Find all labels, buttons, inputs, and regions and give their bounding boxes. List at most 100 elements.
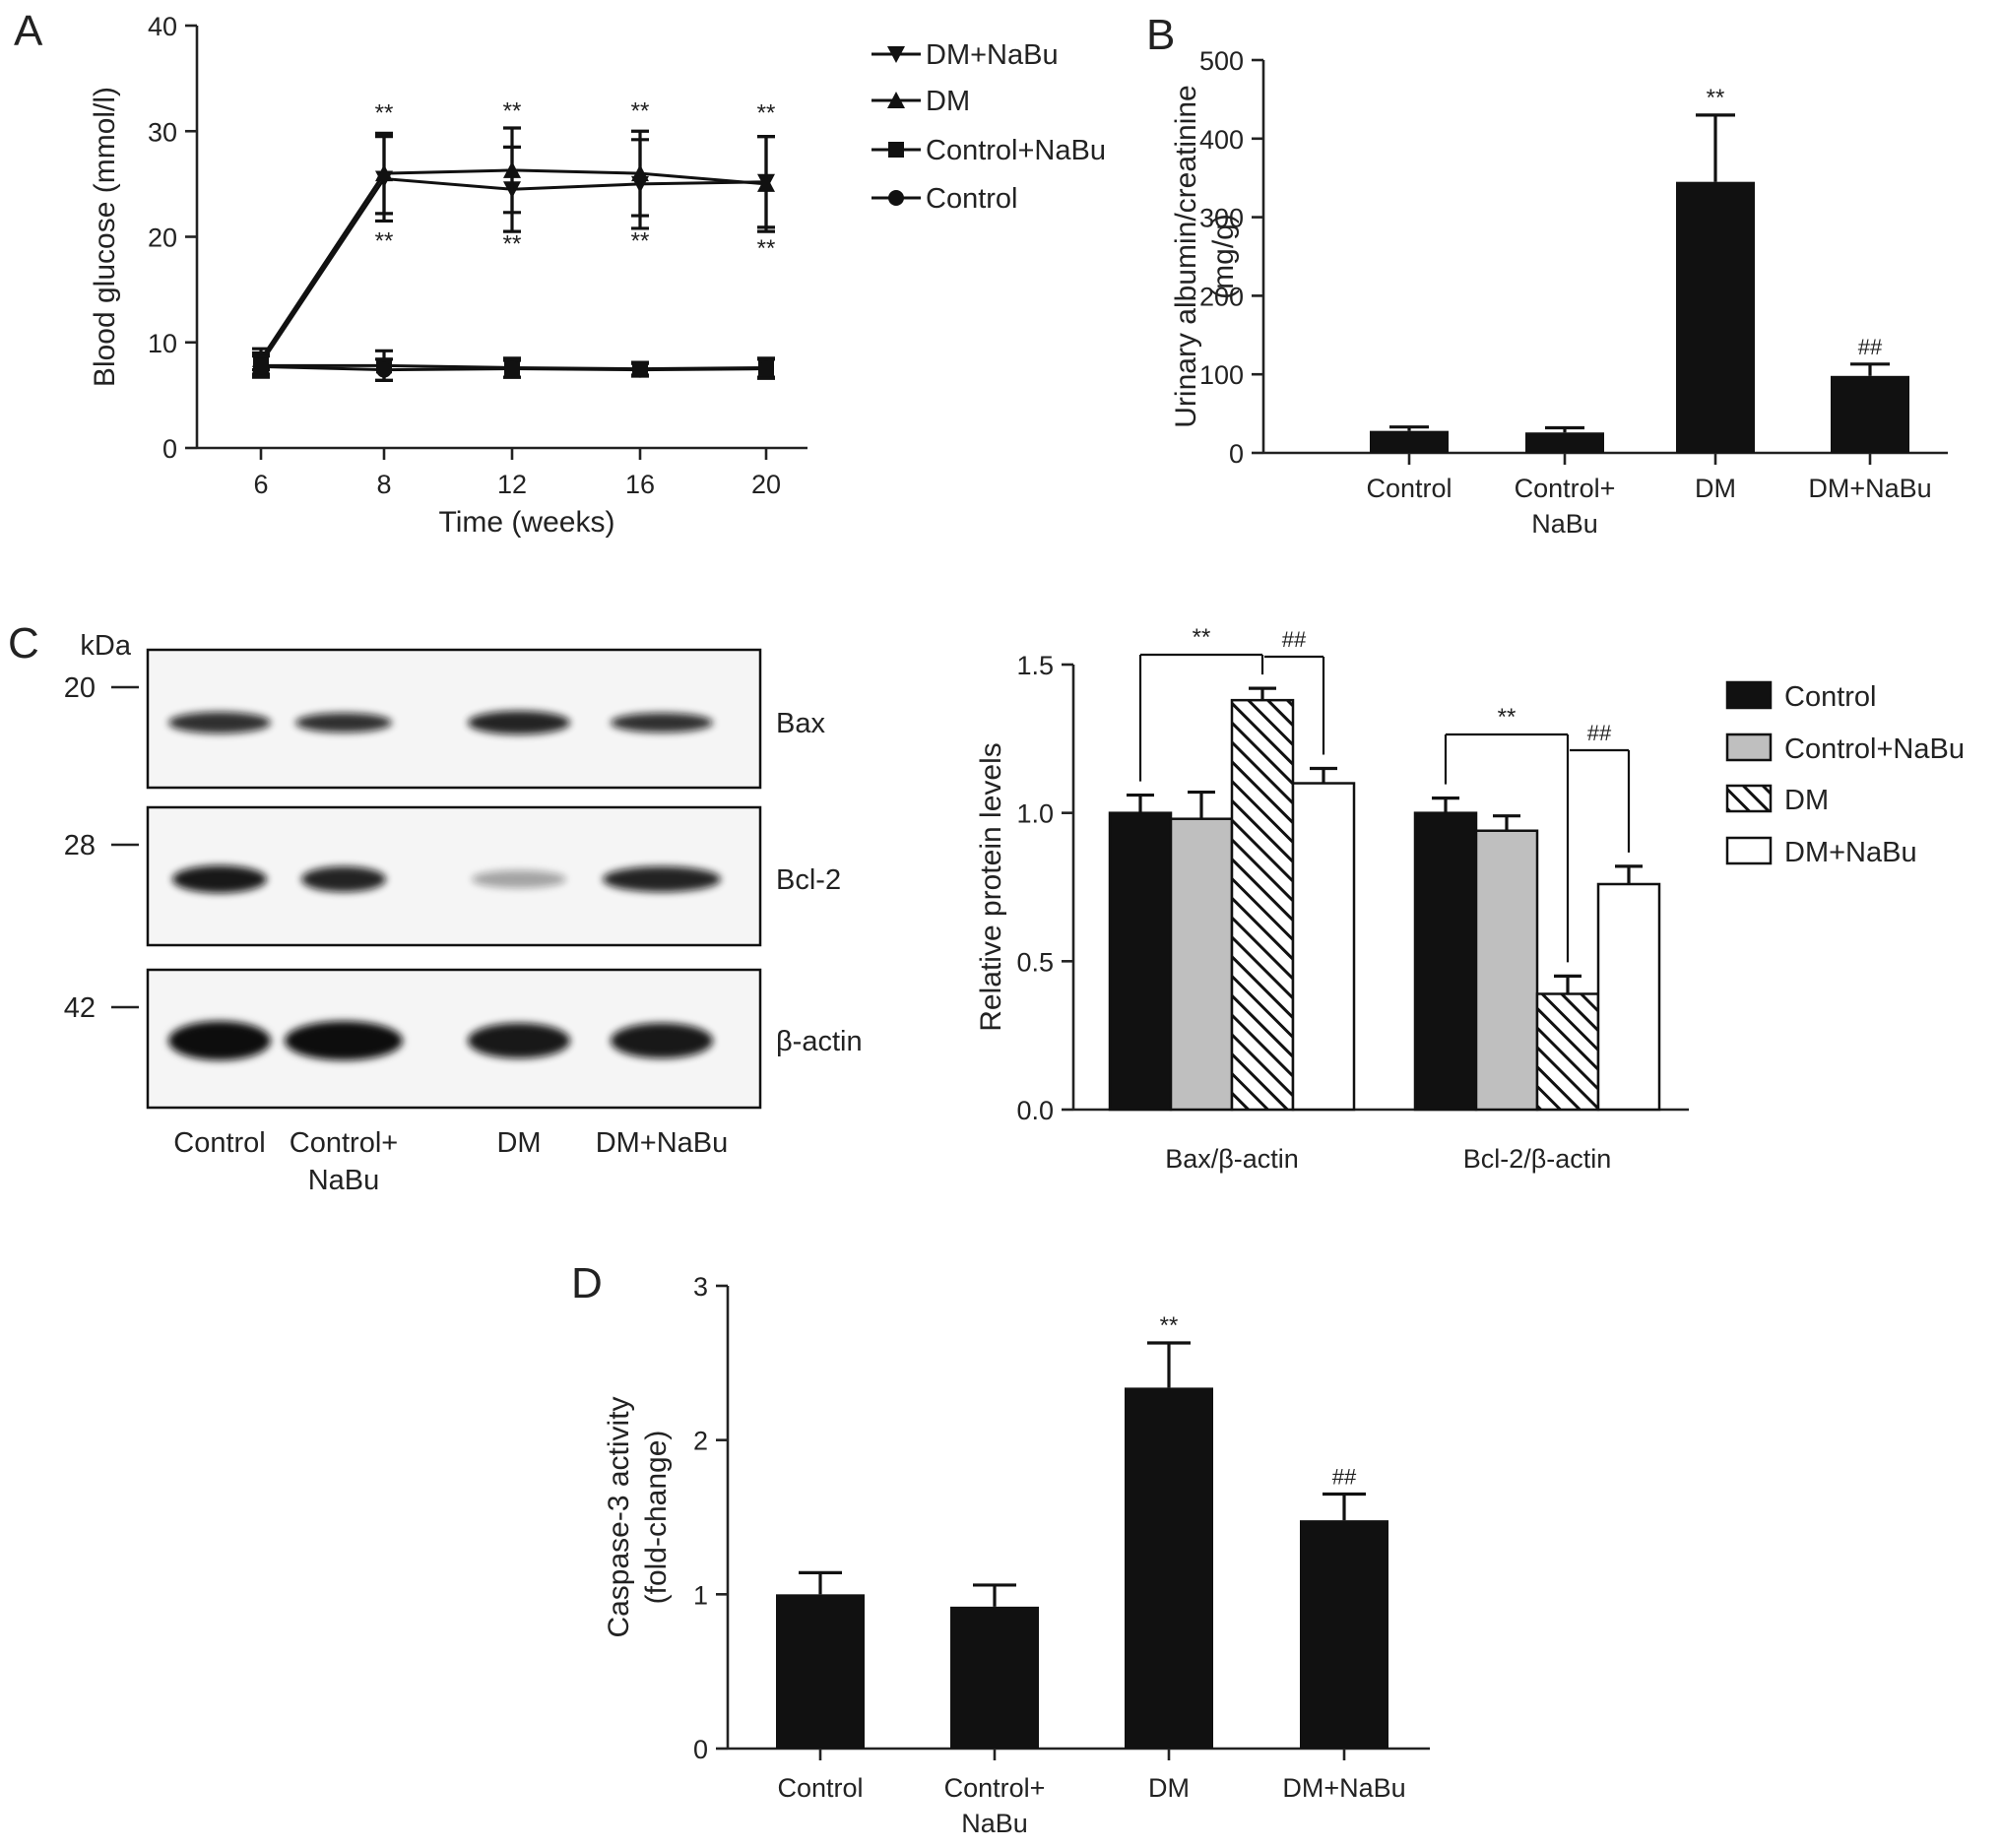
blot-band	[301, 866, 386, 892]
panel-b-y-tick-label: 200	[1199, 282, 1244, 311]
blot-band	[468, 711, 570, 734]
panel-c-bar	[1413, 811, 1478, 1112]
blot-row-label: Bax	[776, 708, 825, 739]
blot-row-2: β-actin 42	[64, 968, 863, 1110]
panel-c-significance-label: **	[1193, 624, 1211, 651]
panel-c-bracket: ##	[1264, 627, 1325, 755]
panel-c-y-tick-label: 1.5	[1016, 651, 1054, 680]
panel-a-legend: DM+NaBu DM Control+NaBu Control	[871, 39, 1106, 215]
panel-a-point	[375, 164, 393, 182]
panel-b-x-tick-label: DM+NaBu	[1808, 474, 1931, 503]
panel-c-bar	[1108, 811, 1173, 1112]
panel-c-y-tick-label: 0.0	[1016, 1096, 1054, 1125]
panel-c-legend-swatch	[1725, 836, 1773, 865]
panel-d-x-tick-label: DM+NaBu	[1282, 1773, 1405, 1803]
panel-c-y-tick-label: 1.0	[1016, 799, 1054, 829]
panel-a-series-3	[252, 354, 775, 382]
panel-d-significance-label: ##	[1332, 1465, 1357, 1490]
panel-d: D 0 1 2 3 Caspase-3 activity (fold-change) Con…	[571, 1259, 1430, 1838]
panel-d-bar	[950, 1606, 1039, 1749]
panel-d-plot: 0 1 2 3 Caspase-3 activity (fold-change) Contr…	[603, 1272, 1430, 1838]
blot-lane-label: DM	[496, 1127, 541, 1159]
blot-row-label: Bcl-2	[776, 864, 841, 896]
panel-a-legend-label: DM+NaBu	[926, 39, 1059, 71]
kda-marker-label: 28	[64, 830, 96, 861]
panel-c-significance-label: ##	[1587, 721, 1612, 745]
panel-c-significance-label: ##	[1282, 627, 1307, 652]
panel-a-letter: A	[14, 7, 43, 55]
blot-row-0: Bax 20	[64, 648, 825, 790]
blot-band	[285, 1021, 403, 1060]
panel-b-y-axis-title: Urinary albumin/creatinine (mg/g)	[1170, 85, 1240, 428]
panel-a: A 0 10 20 30 40 6 8 12 16 20 Time (weeks) Blood glu…	[14, 7, 1106, 539]
panel-d-y-tick-label: 1	[693, 1580, 708, 1610]
panel-a-significance-label: **	[631, 227, 650, 254]
panel-c-bar	[1596, 882, 1661, 1112]
kda-label: kDa	[80, 630, 131, 662]
panel-d-y-axis-title-group: Caspase-3 activity (fold-change)	[603, 1396, 673, 1637]
panel-c-legend: Control Control+NaBu DM DM+NaBu	[1725, 680, 1965, 868]
panel-d-x-tick-label: DM	[1148, 1773, 1190, 1803]
kda-marker-label: 20	[64, 672, 96, 704]
panel-a-legend-label: Control+NaBu	[926, 135, 1106, 166]
blot-row-1: Bcl-2 28	[64, 805, 841, 947]
panel-a-legend-label: Control	[926, 183, 1018, 215]
panel-a-plot: 0 10 20 30 40 6 8 12 16 20 Time (weeks) Blood gluco…	[89, 12, 1106, 539]
panel-a-significance-label: **	[503, 231, 522, 258]
panel-a-legend-marker	[887, 92, 905, 108]
panel-b-significance-label: ##	[1858, 335, 1883, 359]
panel-b-y-tick-label: 400	[1199, 125, 1244, 155]
blot-lane-label: Control+ NaBu	[290, 1127, 398, 1196]
panel-b-y-tick-label: 300	[1199, 204, 1244, 233]
panel-c-legend-swatch	[1725, 784, 1773, 813]
panel-a-significance-label: **	[631, 97, 650, 124]
blot-band	[168, 712, 271, 733]
panel-a-point	[376, 361, 392, 378]
panel-a-point	[632, 361, 648, 378]
panel-c-y-axis-title: Relative protein levels	[975, 742, 1007, 1031]
panel-c-plot: 0.0 0.5 1.0 1.5 Relative protein levels Bax/β…	[975, 624, 1965, 1174]
panel-c-bar	[1474, 829, 1539, 1112]
panel-a-legend-marker	[888, 142, 904, 158]
panel-b-significance-label: **	[1707, 85, 1725, 111]
blot-band	[468, 1023, 570, 1058]
panel-a-y-tick-label: 0	[162, 434, 177, 464]
panel-a-significance-label: **	[503, 97, 522, 124]
panel-a-x-tick-label: 6	[253, 470, 268, 499]
panel-a-significance-label: **	[757, 235, 776, 262]
panel-c-legend-swatch	[1725, 680, 1773, 710]
panel-d-y-tick-label: 3	[693, 1272, 708, 1302]
panel-c-bar	[1535, 992, 1600, 1112]
panel-d-significance-label: **	[1160, 1312, 1179, 1339]
panel-b-y-axis-title-group: Urinary albumin/creatinine (mg/g)	[1170, 85, 1240, 428]
panel-b-bar	[1831, 375, 1909, 453]
panel-d-x-tick-label: Control	[777, 1773, 863, 1803]
panel-d-x-tick-label: Control+ NaBu	[944, 1773, 1046, 1838]
panel-c-legend-label: Control	[1784, 681, 1877, 713]
panel-a-legend-marker	[887, 46, 905, 63]
panel-a-y-axis-title: Blood glucose (mmol/l)	[89, 87, 121, 387]
panel-c-bar	[1291, 782, 1356, 1112]
panel-c-legend-label: DM	[1784, 785, 1829, 816]
panel-b-x-tick-label: Control+ NaBu	[1515, 474, 1616, 539]
panel-c-legend-label: DM+NaBu	[1784, 837, 1917, 868]
panel-a-x-tick-label: 12	[497, 470, 527, 499]
blot-band	[168, 1021, 271, 1060]
panel-c-bar	[1230, 698, 1295, 1112]
panel-c-letter: C	[8, 619, 39, 668]
panel-a-point	[504, 360, 520, 377]
panel-d-letter: D	[571, 1259, 603, 1307]
panel-c-y-axis-title-group: Relative protein levels	[975, 742, 1007, 1031]
panel-c-significance-label: **	[1498, 704, 1517, 731]
panel-d-bar	[776, 1594, 865, 1749]
panel-c-bar	[1169, 817, 1234, 1112]
panel-c-bracket: ##	[1570, 721, 1631, 853]
panel-b-y-tick-label: 0	[1229, 439, 1244, 469]
blot-band	[611, 713, 713, 733]
panel-a-y-tick-label: 10	[148, 329, 177, 358]
kda-marker-label: 42	[64, 992, 96, 1024]
panel-d-bar	[1125, 1387, 1213, 1749]
panel-c-bracket: **	[1138, 624, 1264, 782]
